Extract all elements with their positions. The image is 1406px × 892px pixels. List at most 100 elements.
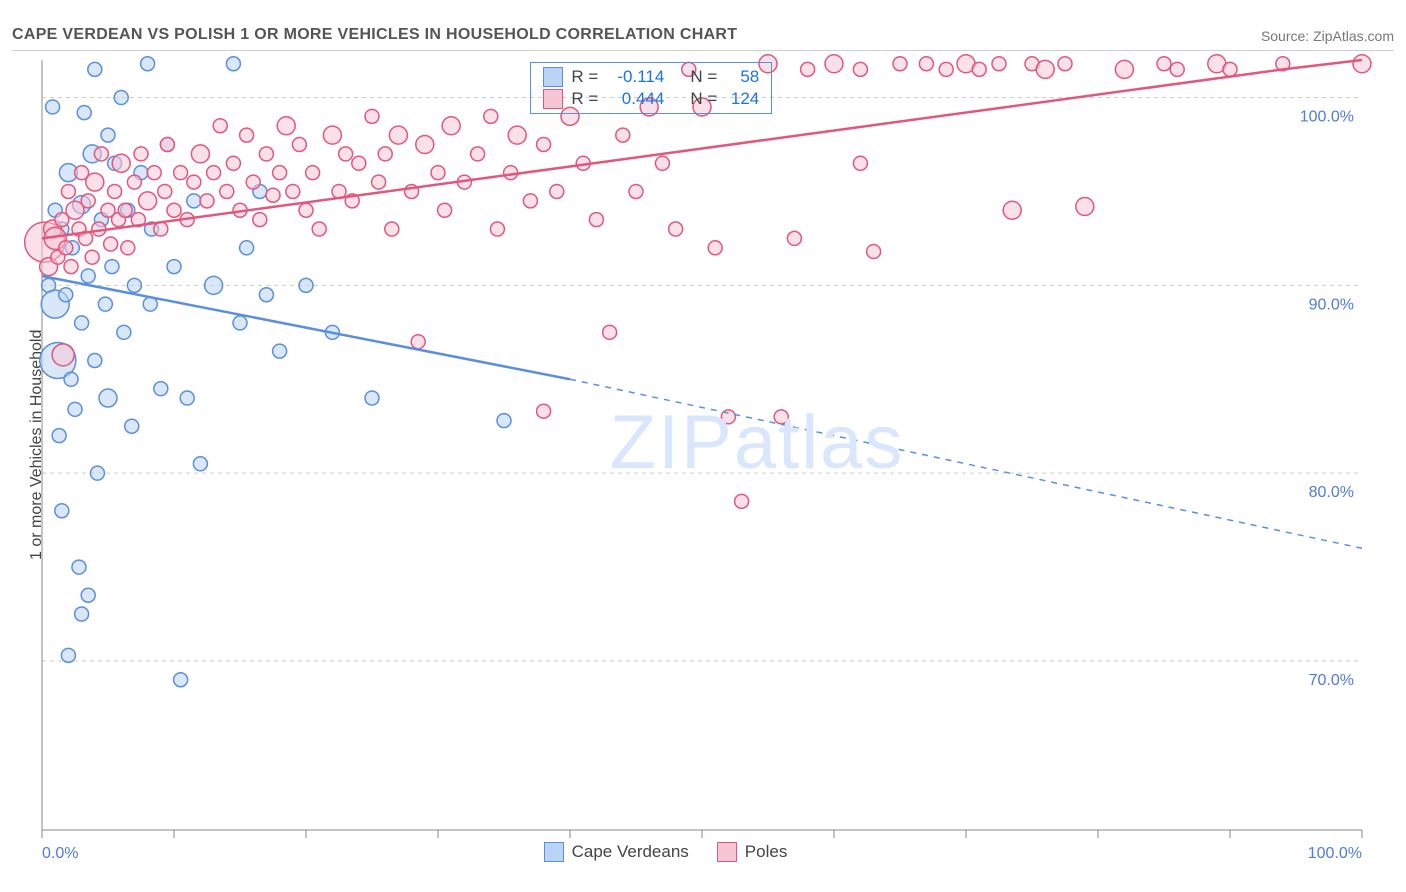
data-point-poles [139, 192, 157, 210]
data-point-capeverdeans [99, 389, 117, 407]
data-point-capeverdeans [64, 372, 78, 386]
data-point-capeverdeans [127, 278, 141, 292]
data-point-capeverdeans [259, 288, 273, 302]
data-point-poles [207, 166, 221, 180]
data-point-poles [118, 203, 132, 217]
data-point-capeverdeans [59, 288, 73, 302]
stat-n-value: 58 [725, 67, 759, 87]
y-tick-label: 90.0% [1309, 296, 1354, 313]
data-point-poles [1115, 60, 1133, 78]
data-point-poles [735, 494, 749, 508]
data-point-capeverdeans [233, 316, 247, 330]
data-point-capeverdeans [81, 269, 95, 283]
data-point-poles [127, 175, 141, 189]
data-point-poles [853, 62, 867, 76]
data-point-poles [655, 156, 669, 170]
data-point-poles [385, 222, 399, 236]
data-point-poles [286, 184, 300, 198]
data-point-poles [339, 147, 353, 161]
data-point-poles [616, 128, 630, 142]
data-point-poles [52, 344, 74, 366]
data-point-capeverdeans [205, 276, 223, 294]
data-point-capeverdeans [105, 260, 119, 274]
data-point-poles [187, 175, 201, 189]
data-point-capeverdeans [365, 391, 379, 405]
data-point-poles [825, 55, 843, 73]
data-point-capeverdeans [240, 241, 254, 255]
data-point-capeverdeans [273, 344, 287, 358]
trend-line-ext-poles [1283, 60, 1362, 69]
data-point-poles [64, 260, 78, 274]
data-point-poles [801, 62, 815, 76]
data-point-poles [442, 117, 460, 135]
data-point-capeverdeans [226, 57, 240, 71]
data-point-capeverdeans [141, 57, 155, 71]
data-point-poles [174, 166, 188, 180]
data-point-capeverdeans [117, 325, 131, 339]
data-point-capeverdeans [98, 297, 112, 311]
data-point-poles [147, 166, 161, 180]
data-point-poles [1157, 57, 1171, 71]
correlation-stat-box: R =-0.114N =58R =0.444N =124 [530, 62, 772, 114]
legend-swatch [544, 842, 564, 862]
stat-n-value: 124 [725, 89, 759, 109]
chart-root: CAPE VERDEAN VS POLISH 1 OR MORE VEHICLE… [0, 0, 1406, 892]
y-tick-label: 70.0% [1309, 672, 1354, 689]
data-point-poles [1223, 62, 1237, 76]
data-point-poles [992, 57, 1006, 71]
data-point-poles [550, 184, 564, 198]
x-tick-label: 100.0% [1308, 845, 1362, 862]
data-point-poles [191, 145, 209, 163]
data-point-poles [273, 166, 287, 180]
legend-bottom: Cape VerdeansPoles [544, 842, 788, 862]
data-point-poles [431, 166, 445, 180]
data-point-capeverdeans [81, 588, 95, 602]
data-point-capeverdeans [68, 402, 82, 416]
data-point-poles [134, 147, 148, 161]
data-point-capeverdeans [52, 429, 66, 443]
trend-extrapolation-capeverdeans [570, 379, 1362, 548]
data-point-poles [893, 57, 907, 71]
data-point-poles [85, 250, 99, 264]
data-point-poles [939, 62, 953, 76]
data-point-capeverdeans [114, 91, 128, 105]
data-point-poles [365, 109, 379, 123]
y-tick-label: 100.0% [1300, 109, 1354, 126]
data-point-poles [108, 184, 122, 198]
data-point-capeverdeans [187, 194, 201, 208]
data-point-poles [1003, 201, 1021, 219]
stat-n-label: N = [690, 89, 717, 109]
data-point-capeverdeans [72, 560, 86, 574]
data-point-poles [1036, 60, 1054, 78]
data-point-poles [259, 147, 273, 161]
data-point-poles [94, 147, 108, 161]
data-point-poles [81, 194, 95, 208]
data-point-poles [416, 136, 434, 154]
data-point-poles [411, 335, 425, 349]
stat-r-value: -0.114 [606, 67, 664, 87]
data-point-capeverdeans [88, 62, 102, 76]
stat-r-value: 0.444 [606, 89, 664, 109]
data-point-poles [537, 138, 551, 152]
data-point-poles [292, 138, 306, 152]
data-point-poles [277, 117, 295, 135]
data-point-capeverdeans [497, 414, 511, 428]
data-point-capeverdeans [101, 128, 115, 142]
data-point-capeverdeans [75, 316, 89, 330]
data-point-poles [603, 325, 617, 339]
data-point-poles [537, 404, 551, 418]
data-point-capeverdeans [193, 457, 207, 471]
data-point-poles [61, 184, 75, 198]
data-point-poles [919, 57, 933, 71]
data-point-capeverdeans [46, 100, 60, 114]
data-point-capeverdeans [88, 353, 102, 367]
data-point-poles [167, 203, 181, 217]
data-point-poles [352, 156, 366, 170]
data-point-poles [312, 222, 326, 236]
data-point-poles [1170, 62, 1184, 76]
data-point-poles [158, 184, 172, 198]
data-point-poles [708, 241, 722, 255]
legend-label: Poles [745, 842, 788, 862]
data-point-poles [200, 194, 214, 208]
data-point-poles [246, 175, 260, 189]
